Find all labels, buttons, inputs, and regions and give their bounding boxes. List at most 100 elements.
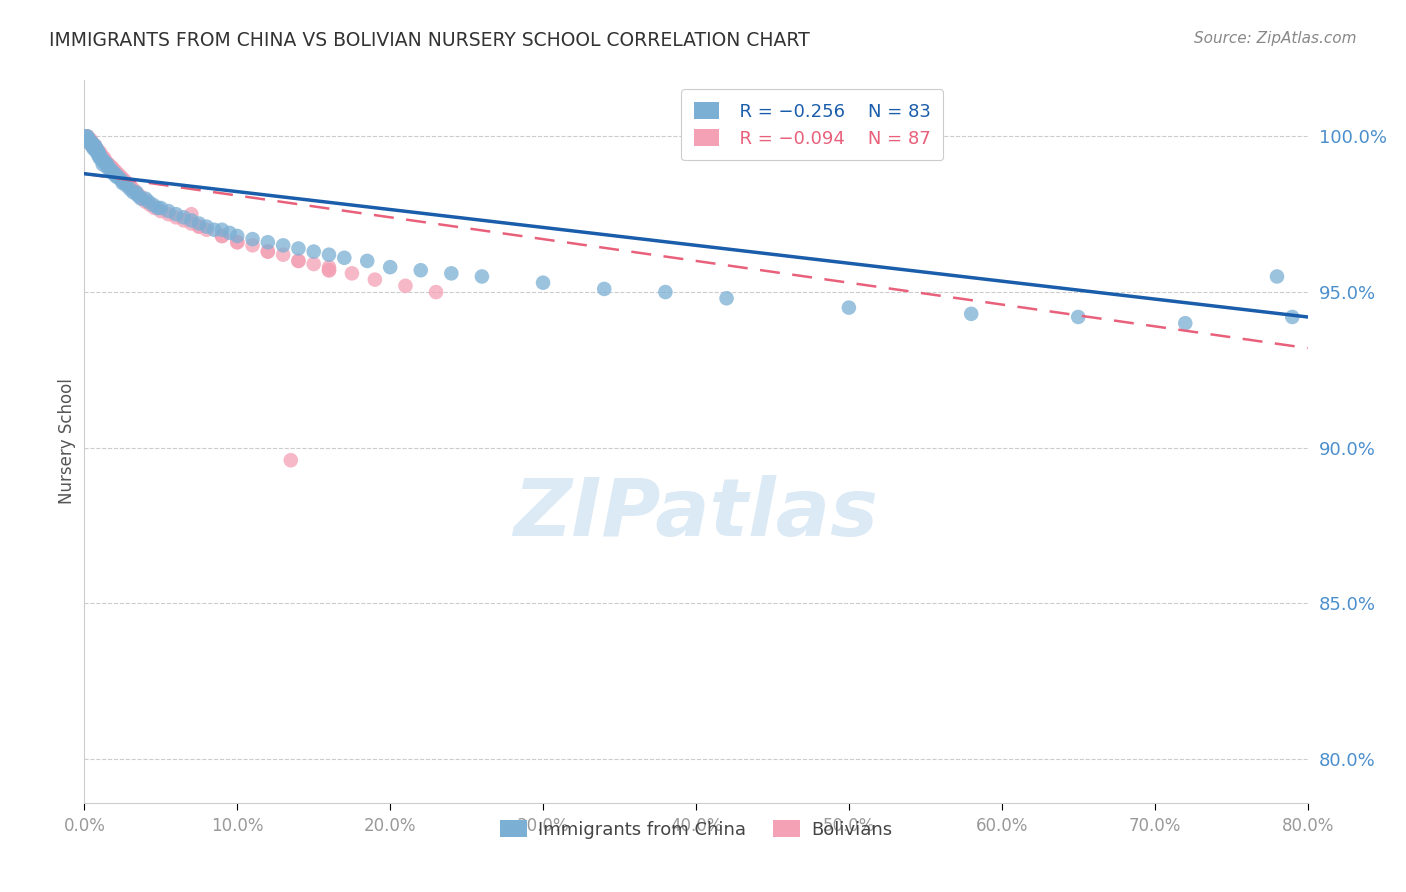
Point bbox=[180, 217, 202, 231]
Point bbox=[114, 176, 136, 190]
Point bbox=[96, 157, 118, 171]
Point bbox=[211, 223, 233, 237]
Point bbox=[149, 204, 172, 219]
Point bbox=[302, 257, 325, 271]
Point bbox=[84, 142, 107, 156]
Point bbox=[135, 194, 157, 209]
Point bbox=[91, 151, 114, 165]
Point bbox=[101, 163, 124, 178]
Point bbox=[188, 217, 211, 231]
Point bbox=[1174, 316, 1197, 330]
Point bbox=[131, 192, 153, 206]
Point bbox=[110, 169, 132, 184]
Point bbox=[195, 219, 218, 234]
Point bbox=[93, 151, 115, 165]
Point bbox=[111, 173, 134, 187]
Point bbox=[425, 285, 447, 299]
Point bbox=[195, 223, 218, 237]
Point bbox=[91, 151, 114, 165]
Point bbox=[80, 138, 103, 153]
Point bbox=[287, 254, 309, 268]
Point bbox=[173, 213, 195, 227]
Point bbox=[188, 219, 211, 234]
Point bbox=[180, 213, 202, 227]
Point bbox=[226, 235, 249, 250]
Point bbox=[79, 136, 101, 150]
Point bbox=[356, 254, 378, 268]
Y-axis label: Nursery School: Nursery School bbox=[58, 378, 76, 505]
Point bbox=[128, 188, 150, 202]
Point bbox=[120, 179, 142, 194]
Point bbox=[211, 229, 233, 244]
Point bbox=[112, 176, 135, 190]
Point bbox=[83, 138, 105, 153]
Point bbox=[115, 179, 138, 194]
Point bbox=[157, 204, 180, 219]
Point bbox=[80, 136, 103, 150]
Point bbox=[101, 161, 124, 175]
Point bbox=[80, 138, 103, 153]
Point bbox=[91, 157, 114, 171]
Point bbox=[87, 145, 110, 159]
Point bbox=[122, 182, 145, 196]
Point bbox=[226, 229, 249, 244]
Point bbox=[89, 148, 111, 162]
Point bbox=[104, 167, 127, 181]
Point bbox=[364, 272, 387, 286]
Point bbox=[271, 248, 294, 262]
Point bbox=[91, 154, 114, 169]
Point bbox=[84, 138, 107, 153]
Point bbox=[90, 148, 112, 162]
Point bbox=[86, 142, 108, 156]
Point bbox=[257, 244, 280, 259]
Point bbox=[76, 129, 98, 144]
Point bbox=[593, 282, 616, 296]
Point bbox=[120, 179, 142, 194]
Point bbox=[84, 138, 107, 153]
Point bbox=[318, 263, 340, 277]
Point bbox=[98, 163, 121, 178]
Point bbox=[107, 169, 129, 184]
Point bbox=[96, 157, 118, 171]
Point bbox=[90, 148, 112, 162]
Point bbox=[77, 136, 100, 150]
Point bbox=[135, 192, 157, 206]
Point bbox=[87, 145, 110, 159]
Point bbox=[80, 136, 103, 150]
Point bbox=[302, 244, 325, 259]
Point bbox=[129, 192, 152, 206]
Point bbox=[146, 201, 169, 215]
Text: ZIPatlas: ZIPatlas bbox=[513, 475, 879, 553]
Point bbox=[654, 285, 676, 299]
Point bbox=[76, 132, 98, 146]
Point bbox=[108, 169, 131, 184]
Point bbox=[202, 223, 225, 237]
Point bbox=[107, 167, 129, 181]
Point bbox=[716, 291, 738, 305]
Point bbox=[138, 194, 160, 209]
Point bbox=[104, 163, 127, 178]
Point bbox=[77, 136, 100, 150]
Point bbox=[89, 148, 111, 162]
Point bbox=[96, 161, 118, 175]
Point bbox=[157, 207, 180, 221]
Point bbox=[394, 278, 416, 293]
Point bbox=[103, 167, 125, 181]
Point bbox=[287, 242, 309, 256]
Point bbox=[80, 138, 103, 153]
Point bbox=[89, 145, 111, 159]
Point bbox=[111, 176, 134, 190]
Point bbox=[75, 129, 97, 144]
Point bbox=[97, 161, 120, 175]
Point bbox=[142, 198, 165, 212]
Point bbox=[97, 157, 120, 171]
Point bbox=[75, 129, 97, 144]
Point bbox=[380, 260, 402, 274]
Point bbox=[76, 132, 98, 146]
Point bbox=[75, 129, 97, 144]
Point bbox=[87, 145, 110, 159]
Point bbox=[127, 188, 149, 202]
Point bbox=[79, 132, 101, 146]
Point bbox=[340, 266, 363, 280]
Point bbox=[80, 136, 103, 150]
